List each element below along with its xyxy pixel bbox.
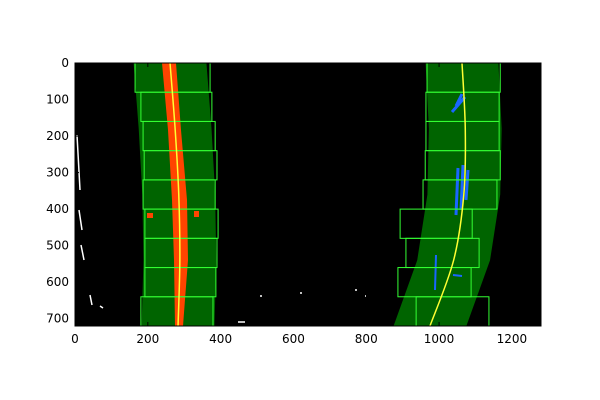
y-tick-label: 100 bbox=[46, 93, 69, 107]
x-tick-label: 0 bbox=[71, 332, 79, 346]
left-lane-pixels bbox=[147, 213, 153, 218]
y-tick-label: 0 bbox=[61, 56, 69, 70]
search-band bbox=[393, 63, 502, 326]
x-tick-label: 200 bbox=[136, 332, 159, 346]
y-tick-label: 200 bbox=[46, 129, 69, 143]
left-lane-pixels bbox=[194, 211, 199, 217]
x-tick-label: 800 bbox=[355, 332, 378, 346]
y-tick-label: 300 bbox=[46, 166, 69, 180]
axes-frame bbox=[74, 62, 542, 327]
x-tick-label: 600 bbox=[282, 332, 305, 346]
y-tick-label: 400 bbox=[46, 202, 69, 216]
y-tick-label: 600 bbox=[46, 275, 69, 289]
image-content bbox=[76, 63, 470, 326]
y-tick-label: 500 bbox=[46, 239, 69, 253]
x-tick-label: 400 bbox=[209, 332, 232, 346]
fit-line bbox=[169, 62, 181, 327]
noise-pixels bbox=[76, 134, 366, 323]
x-tick-label: 1000 bbox=[424, 332, 455, 346]
y-tick-label: 700 bbox=[46, 312, 69, 326]
right-lane-pixels bbox=[434, 254, 463, 291]
left-lane-pixels bbox=[162, 63, 188, 326]
fit-line bbox=[429, 62, 467, 327]
x-tick-label: 1200 bbox=[497, 332, 528, 346]
right-lane-pixels bbox=[450, 93, 470, 216]
